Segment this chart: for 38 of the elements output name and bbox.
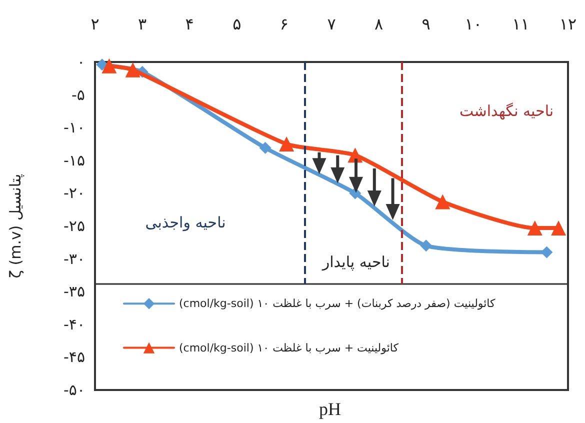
y-tick-label: -۴۵ <box>63 348 85 366</box>
x-tick-label: ۹ <box>422 14 430 34</box>
x-tick-label: ۷ <box>327 14 336 34</box>
y-tick-label: -۲۵ <box>63 217 85 235</box>
x-tick-label: ۶ <box>280 14 288 34</box>
y-tick-label: -۴۰ <box>63 315 85 334</box>
x-tick-label: ۸ <box>374 14 384 34</box>
y-tick-label: -۱۵ <box>63 151 85 170</box>
x-tick-label: ۳ <box>138 14 148 34</box>
x-tick-label: ۱۱ <box>512 14 530 34</box>
y-tick-label: -۵ <box>72 86 85 104</box>
point <box>259 142 272 154</box>
point <box>420 240 432 252</box>
annotation: ناحیه نگهداشت <box>460 102 554 120</box>
legend-label: کائولینیت (صفر درصد کربنات) + سرب با غلظت ۱۰ (cmol/kg-soil) <box>179 297 496 310</box>
y-axis-title: پتانسیل ζ (m.v) <box>6 174 24 278</box>
annotation: ناحیه پایدار <box>321 253 390 272</box>
annotation: ناحیه واجذبی <box>145 214 226 232</box>
point <box>96 58 108 71</box>
point <box>527 220 542 236</box>
x-tick-label: ۱۲ <box>559 14 577 34</box>
x-tick-label: ۵ <box>232 14 242 34</box>
y-tick-label: -۲۰ <box>63 184 85 202</box>
x-tick-label: ۴ <box>185 14 194 34</box>
x-tick-label: ۲ <box>90 14 100 34</box>
y-tick-label: -۳۵ <box>63 282 85 301</box>
y-tick-label: ۰ <box>76 53 85 71</box>
y-tick-label: -۳۰ <box>63 250 85 268</box>
x-tick-label: ۱۰ <box>464 14 482 34</box>
point <box>551 220 566 236</box>
y-tick-label: -۱۰ <box>63 118 85 137</box>
point <box>279 136 294 152</box>
point <box>125 62 140 78</box>
y-tick-label: -۵۰ <box>63 381 85 399</box>
point <box>102 58 117 74</box>
x-axis-title: pH <box>319 399 341 419</box>
point <box>435 194 450 210</box>
legend-label: کائولینیت + سرب با غلظت ۱۰ (cmol/kg-soil) <box>179 341 400 354</box>
